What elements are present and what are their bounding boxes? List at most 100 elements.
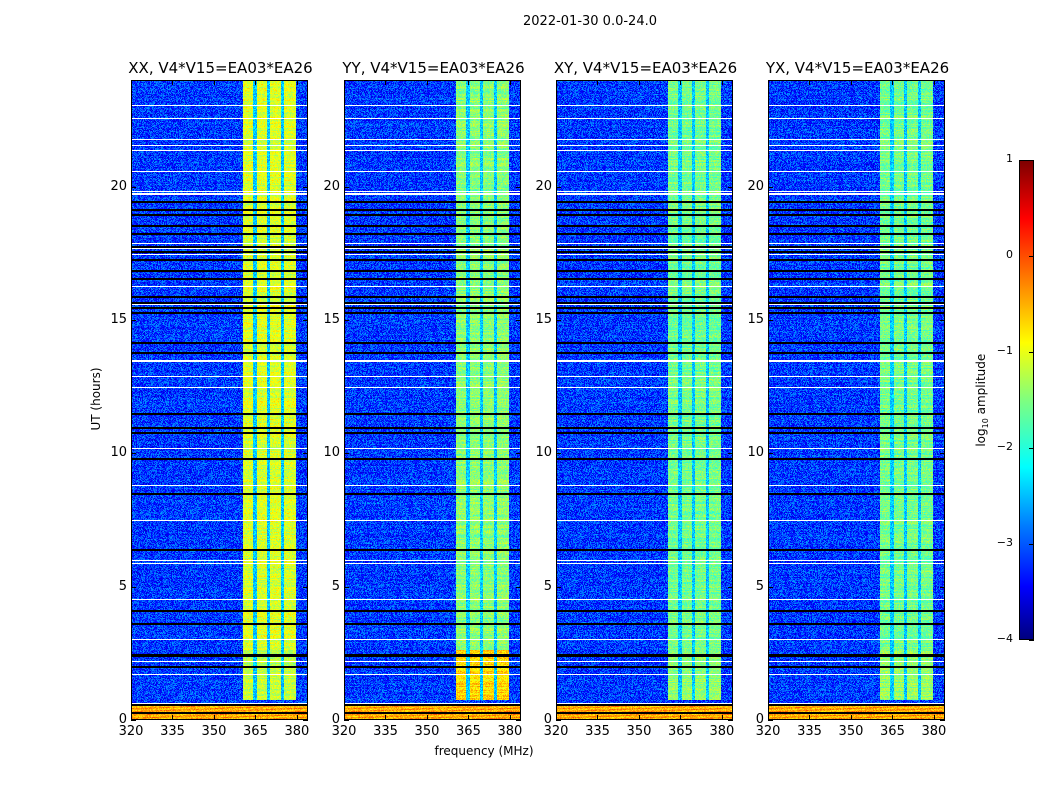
x-tick-mark — [638, 715, 640, 720]
y-tick-mark-right — [728, 720, 733, 721]
panel-title: YX, V4*V15=EA03*EA26 — [765, 59, 950, 77]
y-tick-mark-right — [728, 586, 733, 588]
y-tick-mark-right — [303, 586, 308, 588]
x-tick-mark-top — [468, 80, 470, 85]
y-tick-mark-right — [728, 320, 733, 321]
x-tick-mark — [426, 715, 428, 720]
y-tick-mark — [131, 720, 136, 721]
y-tick-label: 5 — [118, 578, 127, 594]
y-tick-label: 0 — [331, 712, 340, 727]
colorbar-tick-label: −3 — [996, 536, 1013, 549]
y-tick-mark — [344, 320, 349, 321]
y-tick-mark-right — [303, 453, 308, 455]
y-tick-mark-right — [940, 720, 945, 721]
panel-xy: XY, V4*V15=EA03*EA26 — [554, 59, 737, 720]
x-tick-mark-top — [809, 80, 811, 85]
y-tick-label: 15 — [110, 312, 127, 327]
colorbar-tick-mark — [1029, 160, 1034, 161]
y-tick-mark-right — [516, 453, 521, 455]
colorbar — [1019, 160, 1034, 640]
colorbar-tick-mark — [1029, 448, 1034, 449]
waterfall-heatmap-yx — [769, 81, 944, 719]
x-tick-mark — [213, 715, 215, 720]
colorbar-tick-mark — [1029, 256, 1034, 257]
x-axis-label: frequency (MHz) — [434, 744, 534, 758]
y-tick-label: 5 — [331, 578, 340, 594]
x-tick-mark — [850, 715, 852, 720]
x-tick-label: 380 — [709, 724, 735, 739]
y-tick-mark — [131, 586, 136, 588]
y-tick-mark-right — [303, 186, 308, 188]
y-tick-mark — [131, 186, 136, 188]
y-tick-mark-right — [303, 320, 308, 321]
colorbar-tick-label: −4 — [996, 632, 1013, 645]
x-tick-label: 320 — [543, 724, 569, 739]
y-tick-label: 10 — [535, 445, 552, 461]
y-tick-label: 15 — [323, 312, 340, 327]
y-tick-mark-right — [516, 720, 521, 721]
waterfall-heatmap-yy — [345, 81, 520, 719]
x-tick-mark — [721, 715, 723, 720]
x-tick-mark — [468, 715, 470, 720]
y-tick-label: 10 — [747, 445, 764, 461]
y-tick-mark-right — [303, 720, 308, 721]
x-tick-mark — [768, 715, 769, 720]
y-tick-mark-right — [516, 186, 521, 188]
panel-title: XX, V4*V15=EA03*EA26 — [128, 59, 313, 77]
x-tick-mark-top — [509, 80, 511, 85]
x-tick-mark — [385, 715, 387, 720]
y-tick-mark — [768, 186, 773, 188]
x-tick-label: 365 — [668, 724, 693, 739]
y-tick-mark-right — [728, 453, 733, 455]
colorbar-tick-mark — [1029, 544, 1034, 545]
x-tick-label: 365 — [456, 724, 481, 739]
figure-title: 2022-01-30 0.0-24.0 — [523, 14, 657, 29]
x-tick-mark-top — [638, 80, 640, 85]
x-tick-mark-top — [597, 80, 599, 85]
x-tick-mark — [509, 715, 511, 720]
y-tick-mark — [344, 586, 349, 588]
y-tick-mark — [556, 586, 561, 588]
x-tick-label: 350 — [201, 724, 227, 739]
y-tick-mark — [768, 586, 773, 588]
y-tick-mark — [768, 453, 773, 455]
panel-title: YY, V4*V15=EA03*EA26 — [342, 59, 525, 77]
x-tick-mark — [296, 715, 298, 720]
y-tick-label: 10 — [323, 445, 340, 461]
x-tick-mark-top — [892, 80, 894, 85]
y-tick-mark-right — [728, 186, 733, 188]
x-tick-label: 320 — [118, 724, 144, 739]
x-tick-mark-top — [213, 80, 215, 85]
y-tick-mark-right — [940, 320, 945, 321]
x-tick-mark-top — [556, 80, 557, 85]
x-tick-mark-top — [296, 80, 298, 85]
x-tick-mark-top — [255, 80, 257, 85]
x-tick-label: 350 — [626, 724, 652, 739]
waterfall-heatmap-xy — [557, 81, 732, 719]
x-tick-label: 320 — [331, 724, 357, 739]
x-tick-mark-top — [172, 80, 174, 85]
x-tick-label: 335 — [585, 724, 610, 739]
y-tick-label: 5 — [543, 578, 552, 594]
y-tick-label: 20 — [535, 178, 552, 194]
colorbar-tick-label: −1 — [996, 344, 1013, 357]
x-tick-mark — [344, 715, 345, 720]
y-tick-mark-right — [940, 453, 945, 455]
x-tick-label: 350 — [414, 724, 440, 739]
y-tick-mark — [556, 453, 561, 455]
y-tick-mark — [556, 186, 561, 188]
panel-xx: XX, V4*V15=EA03*EA26 — [128, 59, 313, 720]
x-tick-mark-top — [721, 80, 723, 85]
y-tick-mark — [344, 453, 349, 455]
y-tick-label: 20 — [323, 178, 340, 194]
x-tick-mark — [255, 715, 257, 720]
x-tick-mark — [933, 715, 935, 720]
x-tick-label: 335 — [373, 724, 398, 739]
y-tick-label: 5 — [755, 578, 764, 594]
panel-yy: YY, V4*V15=EA03*EA26 — [342, 59, 525, 720]
y-tick-mark — [768, 720, 773, 721]
colorbar-tick-mark — [1029, 352, 1034, 353]
x-tick-mark-top — [768, 80, 769, 85]
x-tick-mark-top — [131, 80, 132, 85]
y-tick-label: 0 — [118, 712, 127, 727]
